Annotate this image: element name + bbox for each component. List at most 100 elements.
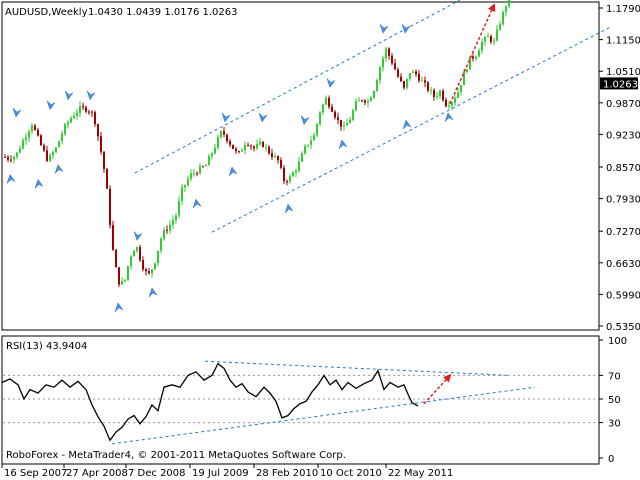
candle-body	[187, 178, 189, 186]
candle-body	[286, 181, 288, 183]
candle-body	[76, 112, 78, 116]
candle-body	[343, 125, 345, 127]
fractal-up-arrow	[86, 90, 96, 101]
candle-body	[367, 101, 369, 103]
fractal-down-arrow	[54, 164, 64, 174]
candle-body	[505, 6, 507, 12]
candle-body	[115, 249, 117, 268]
rsi-trend-line	[204, 360, 511, 376]
price-tick-label: 0.5350	[606, 322, 640, 333]
candle-body	[49, 155, 51, 161]
candle-body	[175, 215, 177, 221]
fractal-up-arrow	[221, 112, 231, 123]
candle-body	[193, 173, 195, 175]
candle-body	[31, 125, 33, 132]
candle-body	[328, 97, 330, 107]
candle-body	[112, 225, 114, 250]
fractal-down-arrow	[192, 198, 202, 209]
candle-body	[409, 72, 411, 79]
candle-body	[388, 48, 390, 56]
candle-body	[58, 141, 60, 148]
rsi-tick-label: 70	[608, 371, 621, 382]
candle-body	[154, 263, 156, 270]
candle-body	[319, 112, 321, 124]
candle-body	[289, 176, 291, 182]
candle-body	[109, 188, 111, 226]
candle-body	[304, 145, 306, 154]
fractal-down-arrow	[114, 302, 124, 313]
price-tick-label: 0.6630	[606, 259, 640, 270]
channel-line	[211, 26, 611, 233]
candle-body	[160, 238, 162, 251]
fractal-up-arrow	[64, 90, 74, 101]
candle-body	[211, 153, 213, 157]
candle-body	[250, 145, 252, 147]
candle-body	[322, 104, 324, 113]
candle-body	[385, 48, 387, 59]
candle-body	[280, 160, 282, 168]
candle-body	[472, 56, 474, 59]
candle-body	[226, 134, 228, 142]
candle-body	[190, 173, 192, 179]
candle-body	[28, 131, 30, 138]
candle-body	[100, 136, 102, 152]
candle-body	[307, 144, 309, 146]
candle-body	[118, 267, 120, 285]
price-tick-label: 0.9230	[606, 130, 640, 141]
candle-body	[415, 71, 417, 75]
fractal-down-arrow	[338, 139, 348, 150]
rsi-tick-label: 50	[608, 395, 621, 406]
candle-body	[4, 156, 6, 158]
candle-body	[55, 147, 57, 153]
candle-body	[379, 67, 381, 81]
candle-body	[241, 149, 243, 152]
candle-body	[232, 144, 234, 149]
candle-body	[337, 117, 339, 121]
candle-body	[34, 125, 36, 130]
price-tick-label: 0.9870	[606, 99, 640, 110]
candle-body	[502, 11, 504, 25]
candle-body	[103, 151, 105, 169]
candle-body	[259, 141, 261, 145]
candle-body	[151, 269, 153, 274]
fractal-up-arrow	[258, 112, 268, 123]
candle-body	[124, 279, 126, 282]
candle-body	[16, 152, 18, 157]
date-tick-label: 7 Dec 2008	[128, 468, 186, 479]
candle-body	[475, 56, 477, 59]
candle-body	[220, 131, 222, 138]
candle-body	[19, 148, 21, 153]
candle-body	[433, 90, 435, 97]
fractal-down-arrow	[34, 178, 44, 189]
candle-body	[313, 135, 315, 141]
candle-body	[127, 265, 129, 280]
candle-body	[205, 165, 207, 167]
fractal-up-arrow	[326, 78, 336, 88]
candle-body	[325, 97, 327, 105]
candle-body	[94, 112, 96, 124]
candle-body	[484, 36, 486, 42]
rsi-chart	[1, 360, 598, 445]
candle-body	[73, 115, 75, 118]
candle-body	[391, 55, 393, 64]
price-tick-label: 1.1790	[606, 4, 640, 15]
candle-body	[238, 151, 240, 153]
candle-body	[277, 156, 279, 161]
candle-body	[268, 146, 270, 154]
candle-body	[340, 120, 342, 127]
candle-body	[427, 82, 429, 91]
candle-body	[7, 157, 9, 160]
candle-body	[316, 123, 318, 136]
candle-body	[142, 260, 144, 270]
copyright-footer: RoboForex - MetaTrader4, © 2001-2011 Met…	[6, 450, 346, 461]
candle-body	[196, 173, 198, 175]
candle-body	[346, 123, 348, 126]
candle-body	[106, 168, 108, 189]
forecast-arrow-rsi	[423, 373, 452, 405]
candle-body	[91, 111, 93, 113]
candle-body	[361, 100, 363, 102]
candle-body	[421, 80, 423, 82]
candle-body	[145, 269, 147, 272]
price-panel-frame	[1, 1, 600, 331]
